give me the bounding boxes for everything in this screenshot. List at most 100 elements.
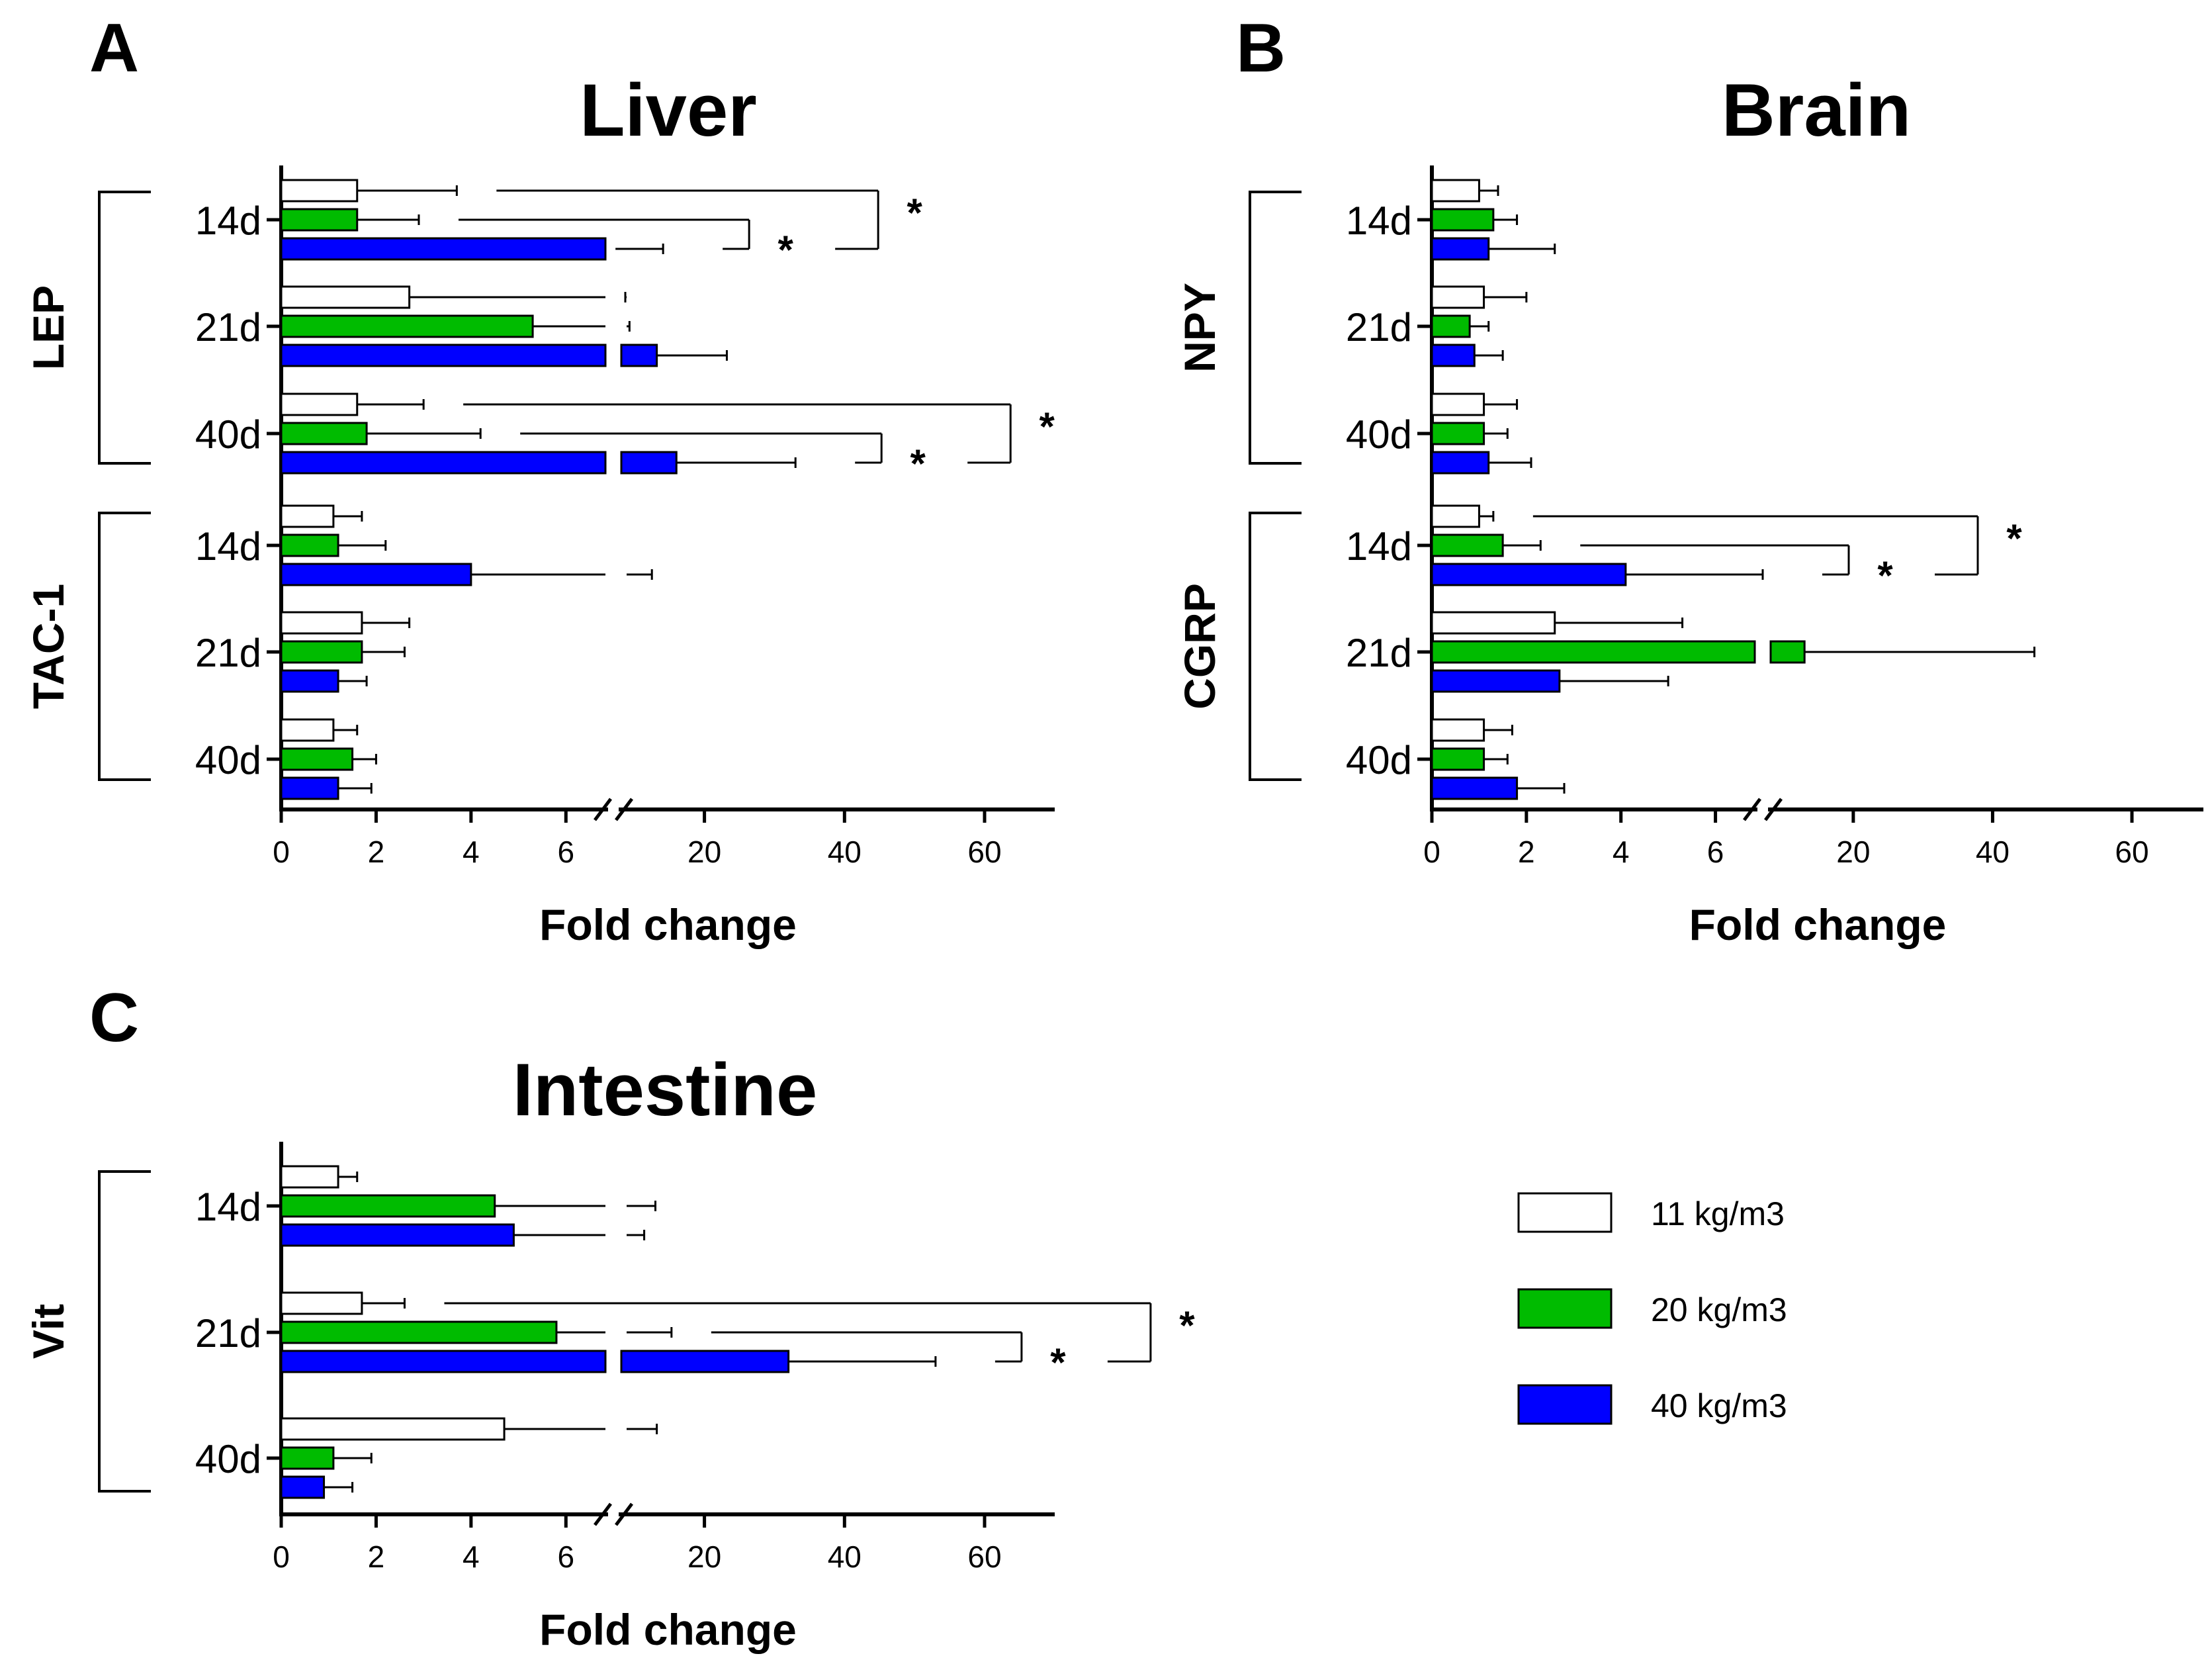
bar xyxy=(1431,392,1485,416)
bar xyxy=(280,1194,496,1218)
row-label: 21d xyxy=(195,1311,261,1356)
x-tick-label: 40 xyxy=(1976,835,2010,869)
x-tick-label: 40 xyxy=(828,835,862,869)
gene-group-bracket xyxy=(1249,512,1302,781)
bar xyxy=(280,1446,335,1470)
bar xyxy=(280,208,359,232)
x-axis-label: Fold change xyxy=(539,900,797,949)
x-tick-label: 20 xyxy=(1836,835,1870,869)
bar xyxy=(280,1223,515,1247)
bar xyxy=(280,776,339,800)
bar xyxy=(280,669,339,693)
bar xyxy=(1431,611,1556,635)
significance-star: * xyxy=(1179,1303,1195,1348)
bar xyxy=(1431,179,1480,203)
bar xyxy=(1431,640,1756,664)
significance-star: * xyxy=(907,191,922,235)
panel-title: Brain xyxy=(1722,69,1911,152)
panel-letter: A xyxy=(89,10,139,87)
panel-title: Intestine xyxy=(513,1048,818,1131)
bar xyxy=(1769,640,1806,664)
significance-star: * xyxy=(1050,1340,1066,1385)
x-tick-label: 0 xyxy=(1423,835,1440,869)
x-tick-label: 0 xyxy=(273,1540,290,1574)
row-label: 21d xyxy=(1346,631,1412,675)
x-tick-label: 4 xyxy=(463,1540,480,1574)
x-tick-label: 0 xyxy=(273,835,290,869)
bar xyxy=(1431,285,1485,309)
row-label: 14d xyxy=(1346,199,1412,243)
row-label: 40d xyxy=(195,738,261,782)
bar xyxy=(280,179,359,203)
bar xyxy=(1431,314,1471,338)
bar xyxy=(1431,237,1490,261)
x-tick-label: 6 xyxy=(1707,835,1724,869)
x-tick-label: 2 xyxy=(368,1540,385,1574)
gene-label: TAC-1 xyxy=(24,584,73,709)
significance-star: * xyxy=(2006,516,2022,561)
gene-label: CGRP xyxy=(1175,583,1224,710)
gene-group-bracket xyxy=(1249,191,1302,465)
axis-break-mark xyxy=(594,798,612,821)
row-label: 14d xyxy=(195,1185,261,1229)
bar xyxy=(280,718,335,742)
axis-break-mark xyxy=(1764,798,1783,821)
row-label: 21d xyxy=(195,631,261,675)
bar xyxy=(1431,776,1519,800)
bar xyxy=(1431,718,1485,742)
bar xyxy=(280,285,411,309)
x-tick-label: 2 xyxy=(1518,835,1535,869)
significance-star: * xyxy=(910,441,926,486)
bar xyxy=(1431,504,1480,528)
axis-break-mark xyxy=(594,1502,612,1526)
bar xyxy=(1431,451,1490,475)
bar xyxy=(1431,747,1485,771)
legend-swatch xyxy=(1517,1288,1613,1329)
bar xyxy=(1431,563,1627,586)
bar xyxy=(280,1320,558,1344)
row-label: 40d xyxy=(1346,412,1412,457)
axis-break-mark xyxy=(1743,798,1761,821)
bar xyxy=(280,314,534,338)
legend-label: 20 kg/m3 xyxy=(1651,1291,1787,1328)
bar xyxy=(620,1350,790,1373)
panel-letter: C xyxy=(89,980,139,1056)
row-label: 40d xyxy=(1346,738,1412,782)
row-label: 40d xyxy=(195,1437,261,1481)
x-tick-label: 4 xyxy=(1613,835,1630,869)
bar xyxy=(1431,422,1485,445)
bar xyxy=(1431,208,1495,232)
legend-swatch xyxy=(1517,1192,1613,1233)
x-tick-label: 6 xyxy=(557,835,574,869)
bar xyxy=(280,451,607,475)
significance-star: * xyxy=(1877,553,1893,598)
bar xyxy=(280,504,335,528)
bar xyxy=(280,1417,506,1441)
bar xyxy=(620,344,658,367)
bar xyxy=(280,392,359,416)
axis-break-mark xyxy=(615,1502,633,1526)
bar xyxy=(280,1291,363,1315)
row-label: 14d xyxy=(1346,524,1412,569)
x-tick-label: 6 xyxy=(557,1540,574,1574)
bar xyxy=(280,533,339,557)
bar xyxy=(280,344,607,367)
gene-label: NPY xyxy=(1175,283,1224,373)
gene-group-bracket xyxy=(98,191,151,465)
bar xyxy=(1431,344,1476,367)
bar xyxy=(620,451,678,475)
x-tick-label: 40 xyxy=(828,1540,862,1574)
row-label: 14d xyxy=(195,199,261,243)
x-tick-label: 60 xyxy=(967,1540,1001,1574)
x-tick-label: 60 xyxy=(2115,835,2148,869)
row-label: 14d xyxy=(195,524,261,569)
bar xyxy=(280,747,354,771)
panel-letter: B xyxy=(1236,10,1286,87)
x-tick-label: 2 xyxy=(368,835,385,869)
legend-swatch xyxy=(1517,1384,1613,1425)
row-label: 21d xyxy=(195,305,261,349)
bar xyxy=(280,1165,339,1189)
bar xyxy=(280,1350,607,1373)
bar xyxy=(280,237,607,261)
